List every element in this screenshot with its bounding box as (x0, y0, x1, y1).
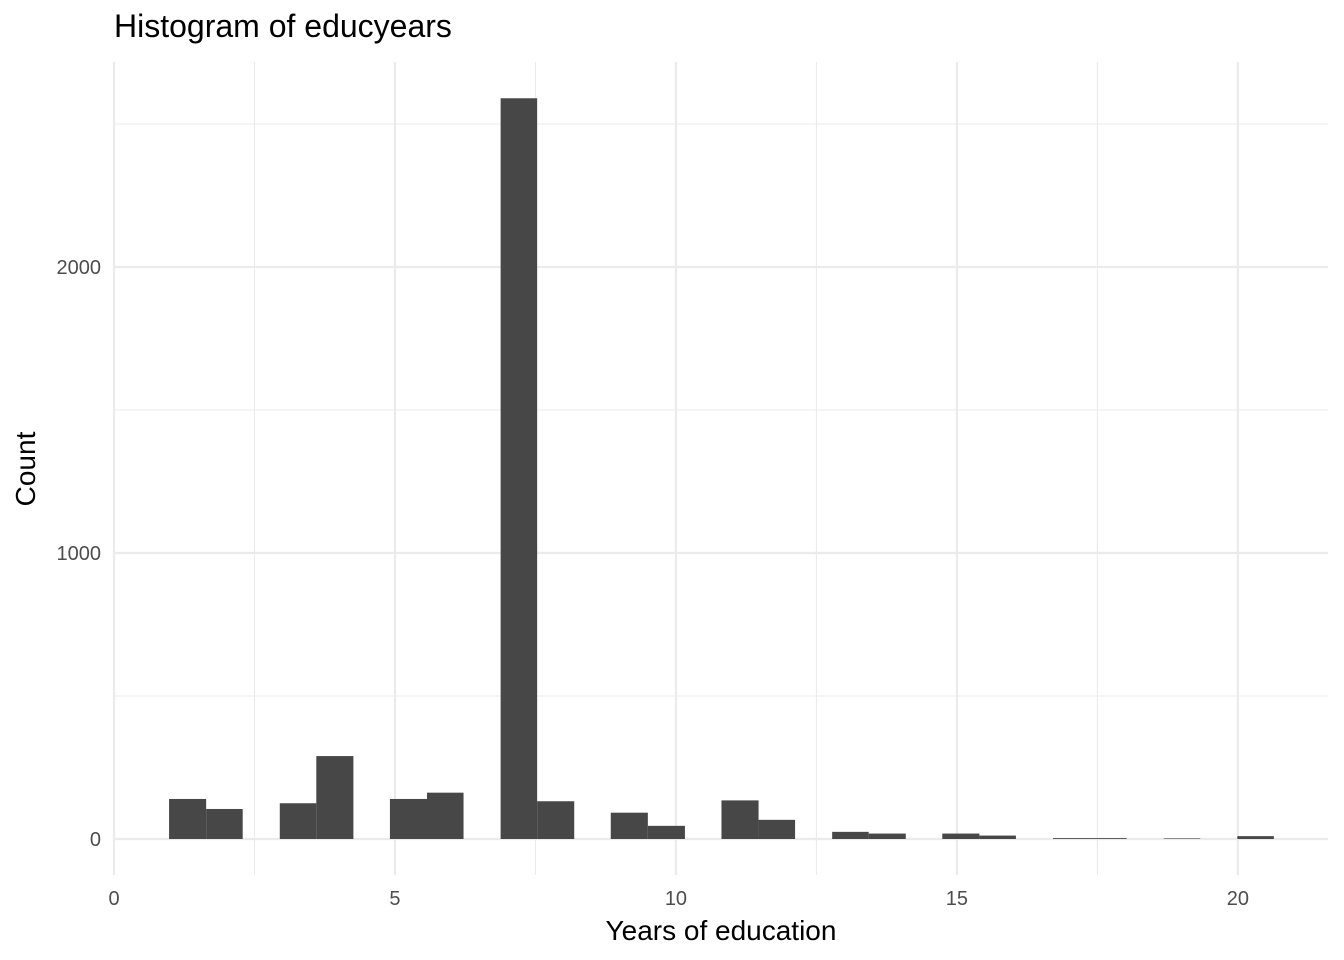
histogram-bar (721, 800, 759, 839)
y-axis-tick-labels: 0 1000 2000 (57, 257, 102, 851)
histogram-bar (537, 801, 575, 839)
histogram-bar (1237, 836, 1274, 839)
histogram-bar (942, 833, 980, 839)
x-axis-title: Years of education (606, 915, 837, 946)
histogram-bar (316, 756, 354, 839)
histogram-bar (647, 825, 685, 839)
x-tick-label: 5 (389, 888, 400, 910)
major-gridlines (112, 62, 1328, 875)
histogram-bar (1090, 838, 1127, 839)
y-tick-label: 1000 (57, 543, 102, 565)
x-tick-label: 15 (946, 888, 968, 910)
histogram-bar (206, 808, 243, 839)
chart-title: Histogram of educyears (114, 8, 452, 44)
histogram-bar (868, 833, 906, 839)
histogram-bar (389, 798, 428, 839)
histogram-bar (279, 803, 317, 839)
histogram-bar (1053, 838, 1091, 839)
x-tick-label: 0 (108, 888, 119, 910)
histogram-bar (1163, 838, 1201, 839)
y-tick-label: 0 (90, 829, 101, 851)
histogram-bar (427, 792, 464, 839)
histogram-bar (500, 98, 538, 839)
x-tick-label: 10 (665, 888, 687, 910)
histogram-bar (832, 831, 869, 839)
x-tick-label: 20 (1227, 888, 1249, 910)
x-axis-tick-labels: 0 5 10 15 20 (108, 888, 1249, 910)
histogram-bar (979, 835, 1016, 839)
histogram-bar (610, 812, 648, 839)
y-axis-title: Count (10, 431, 41, 506)
histogram-bar (169, 798, 207, 839)
y-tick-label: 2000 (57, 257, 102, 279)
minor-gridlines (114, 62, 1328, 875)
histogram-bars (169, 98, 1274, 839)
histogram-bar (758, 819, 796, 839)
